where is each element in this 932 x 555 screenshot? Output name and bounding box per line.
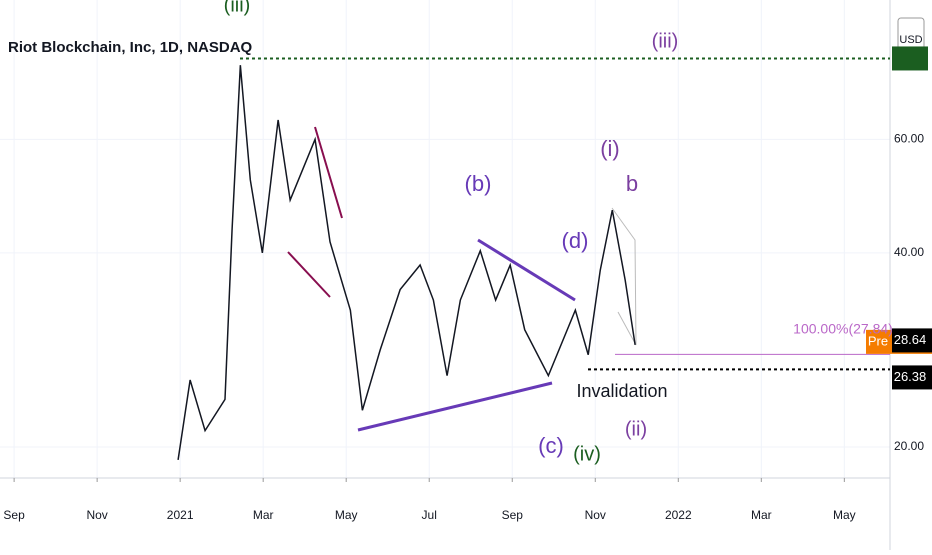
x-tick-label: Nov <box>585 508 606 522</box>
price-label-box <box>892 328 932 353</box>
pattern-line <box>611 207 637 346</box>
price-line <box>177 65 636 460</box>
trend-line <box>477 238 576 302</box>
annotation: (d) <box>562 228 589 253</box>
price-label-box <box>892 365 932 390</box>
annotation: (ii) <box>625 418 647 440</box>
annotation: (iv) <box>573 443 601 465</box>
y-tick-label: 20.00 <box>894 439 924 453</box>
x-tick-label: 2021 <box>167 508 194 522</box>
trend-line <box>287 251 331 298</box>
trend-line <box>314 126 343 219</box>
grid <box>0 0 890 478</box>
x-tick-label: May <box>335 508 358 522</box>
x-tick-label: Mar <box>253 508 274 522</box>
x-tick-label: 2022 <box>665 508 692 522</box>
price-label: 26.38 <box>894 369 927 384</box>
y-tick-label: 60.00 <box>894 132 924 146</box>
annotation: Invalidation <box>576 381 667 401</box>
price-box <box>892 46 928 71</box>
annotation: (b) <box>465 171 492 196</box>
trend-line <box>357 381 553 432</box>
annotation: (c) <box>538 433 564 458</box>
annotation: 100.00%(27.84) <box>793 321 893 337</box>
annotation: (i) <box>600 136 620 161</box>
annotation: (iii) <box>224 0 251 16</box>
annotation: (iii) <box>652 30 679 52</box>
price-label-tag: Pre <box>868 333 888 348</box>
x-tick-label: May <box>833 508 856 522</box>
annotation: b <box>626 171 638 196</box>
price-label: 28.64 <box>894 332 927 347</box>
x-tick-label: Sep <box>502 508 524 522</box>
x-tick-label: Sep <box>3 508 25 522</box>
x-tick-label: Jul <box>422 508 437 522</box>
x-tick-label: Nov <box>86 508 107 522</box>
y-tick-label: 40.00 <box>894 245 924 259</box>
chart-title: Riot Blockchain, Inc, 1D, NASDAQ <box>8 39 253 56</box>
x-tick-label: Mar <box>751 508 772 522</box>
currency: USD <box>899 34 922 46</box>
